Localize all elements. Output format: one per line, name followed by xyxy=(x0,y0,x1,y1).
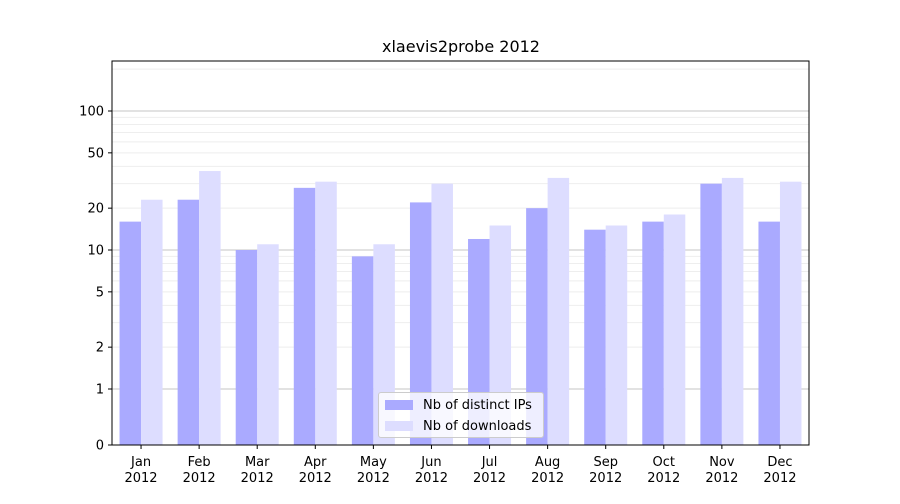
bar-downloads xyxy=(257,244,279,445)
bar-distinct-ips xyxy=(700,183,722,445)
y-tick-label: 10 xyxy=(87,244,104,259)
bar-downloads xyxy=(605,225,628,445)
x-tick-label: Apr 2012 xyxy=(299,455,332,486)
bar-downloads xyxy=(663,214,686,445)
x-tick-label: Jun 2012 xyxy=(415,455,448,486)
x-tick-label: Feb 2012 xyxy=(183,455,216,486)
bar-downloads xyxy=(779,181,802,445)
x-tick-label: Aug 2012 xyxy=(531,455,564,486)
x-tick-label: Oct 2012 xyxy=(647,455,680,486)
bar-distinct-ips xyxy=(119,221,142,445)
legend-item-distinct-ips: Nb of distinct IPs xyxy=(385,396,532,414)
bar-downloads xyxy=(547,177,570,445)
y-tick-label: 2 xyxy=(96,341,104,356)
y-tick-label: 0 xyxy=(96,439,104,454)
chart-title: xlaevis2probe 2012 xyxy=(382,37,540,56)
bar-distinct-ips xyxy=(642,221,664,445)
legend-label-downloads: Nb of downloads xyxy=(423,418,532,434)
y-tick-label: 100 xyxy=(79,105,104,120)
bar-downloads xyxy=(199,171,221,445)
x-tick-label: Sep 2012 xyxy=(589,455,622,486)
x-tick-label: Mar 2012 xyxy=(241,455,274,486)
bar-distinct-ips xyxy=(584,229,606,445)
bar-downloads xyxy=(489,225,512,445)
legend-swatch-downloads xyxy=(385,421,413,431)
bar-distinct-ips xyxy=(177,199,200,445)
y-tick-label: 20 xyxy=(87,202,104,217)
bar-downloads xyxy=(141,199,163,445)
bar-downloads xyxy=(431,183,453,445)
grid-lines xyxy=(112,68,809,390)
y-tick-label: 1 xyxy=(96,383,104,398)
plot-frame xyxy=(111,60,810,446)
x-tick-label: Nov 2012 xyxy=(705,455,738,486)
y-tick-label: 50 xyxy=(87,146,104,161)
bar-distinct-ips xyxy=(526,208,548,445)
bar-distinct-ips xyxy=(409,202,432,445)
legend-label-distinct-ips: Nb of distinct IPs xyxy=(423,397,532,413)
legend-item-downloads: Nb of downloads xyxy=(385,417,531,435)
y-tick-label: 5 xyxy=(96,285,104,300)
legend: Nb of distinct IPs Nb of downloads xyxy=(378,392,544,438)
bar-distinct-ips xyxy=(293,187,316,445)
bars xyxy=(119,171,802,445)
bar-distinct-ips xyxy=(758,221,780,445)
x-tick-label: Dec 2012 xyxy=(763,455,796,486)
axes: 0 1 2 5 10 20 50 100 Jan 2012 Feb 2012 Mar 2012 Apr 201… xyxy=(79,60,810,486)
bar-downloads xyxy=(315,181,337,445)
x-tick-label: May 2012 xyxy=(357,455,390,486)
x-tick-label: Jan 2012 xyxy=(124,455,157,486)
legend-swatch-distinct-ips xyxy=(385,400,413,410)
bar-distinct-ips xyxy=(351,256,374,445)
bar-downloads xyxy=(721,177,744,445)
bar-distinct-ips xyxy=(235,250,258,445)
x-tick-label: Jul 2012 xyxy=(473,455,506,486)
